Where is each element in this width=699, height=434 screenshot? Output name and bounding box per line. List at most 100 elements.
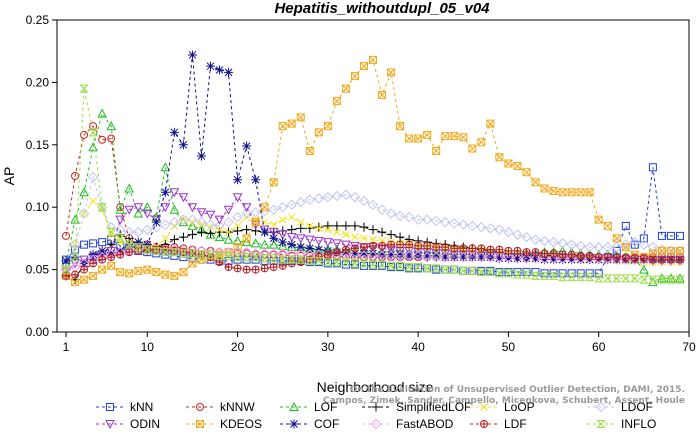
data-point [314, 128, 323, 137]
data-point [205, 219, 216, 230]
data-point [142, 209, 153, 219]
data-point [178, 232, 188, 242]
legend-item-kdeos: KDEOS [186, 417, 262, 431]
data-point [205, 229, 216, 239]
legend-label: SimplifiedLOF [396, 400, 471, 414]
data-point [657, 255, 666, 264]
data-point [79, 187, 89, 197]
data-point [269, 263, 278, 272]
data-point [394, 210, 406, 222]
data-point [440, 216, 451, 228]
data-point [549, 249, 558, 258]
data-point [648, 255, 657, 264]
data-point [107, 261, 116, 270]
data-point [458, 219, 469, 230]
data-point [531, 248, 540, 257]
data-point [269, 220, 278, 229]
data-point [386, 250, 396, 260]
data-point [125, 269, 134, 278]
data-point [368, 248, 378, 258]
data-point [567, 188, 576, 197]
data-point [494, 251, 505, 263]
data-point [269, 178, 278, 187]
data-point [233, 222, 242, 230]
legend-marker [595, 401, 607, 413]
data-point [378, 261, 387, 270]
data-point [432, 243, 441, 252]
data-point [268, 228, 279, 238]
data-point [160, 203, 171, 213]
legend-label: LDF [504, 417, 527, 431]
legend-item-knn: kNN [96, 400, 153, 414]
data-point [142, 245, 152, 254]
data-point [278, 237, 288, 247]
data-point [350, 259, 360, 268]
data-point [295, 234, 306, 244]
data-point [421, 251, 433, 263]
y-tick-label: 0.05 [26, 263, 50, 277]
data-point [468, 144, 477, 153]
data-point [593, 241, 604, 253]
x-tick-label: 40 [411, 340, 425, 354]
data-point [531, 253, 541, 263]
data-point [187, 220, 198, 230]
data-point [494, 224, 505, 235]
data-point [340, 249, 352, 260]
legend-item-ldof: LDOF [587, 400, 653, 414]
data-point [567, 255, 577, 265]
data-point [395, 250, 405, 260]
data-point [423, 130, 432, 139]
data-point [296, 255, 306, 264]
data-point [367, 250, 379, 262]
data-point [557, 273, 568, 282]
data-point [251, 218, 260, 227]
data-point [341, 84, 350, 93]
data-point [242, 225, 252, 235]
x-tick-label: 1 [63, 340, 70, 354]
legend-marker [196, 403, 204, 411]
data-point [423, 241, 432, 250]
data-point [476, 221, 487, 233]
data-point [116, 268, 125, 277]
data-point [449, 218, 460, 229]
data-point [106, 121, 117, 131]
data-point [576, 188, 585, 197]
data-point [232, 211, 243, 223]
data-point [412, 214, 424, 225]
data-point [98, 135, 107, 144]
data-point [359, 261, 368, 270]
data-point [88, 142, 98, 152]
data-point [151, 246, 162, 255]
data-point [80, 240, 89, 249]
legend-marker [106, 403, 114, 411]
data-point [251, 265, 260, 274]
data-point [405, 264, 414, 273]
data-point [405, 134, 414, 143]
data-point [89, 197, 97, 205]
data-point [540, 249, 549, 258]
data-point [630, 254, 639, 263]
x-tick-label: 30 [321, 340, 335, 354]
data-point [61, 265, 71, 274]
data-point [341, 245, 350, 254]
data-point [485, 223, 496, 234]
legend-item-loop: LoOP [470, 400, 535, 414]
data-point [296, 242, 306, 252]
data-point [387, 263, 396, 272]
data-point [178, 140, 188, 150]
data-point [250, 248, 261, 259]
data-point [477, 244, 486, 253]
data-point [358, 195, 370, 207]
data-point [476, 251, 487, 263]
data-point [394, 250, 406, 262]
data-point [251, 255, 260, 264]
legend-marker [480, 403, 488, 411]
data-point [558, 255, 568, 265]
data-point [260, 218, 269, 227]
legend-label: kNN [130, 400, 153, 414]
credit-line-1: On the Evaluation of Unsupervised Outlie… [350, 385, 685, 395]
data-point [566, 273, 577, 282]
data-point [467, 251, 478, 263]
data-point [530, 271, 541, 280]
data-point [260, 203, 269, 212]
